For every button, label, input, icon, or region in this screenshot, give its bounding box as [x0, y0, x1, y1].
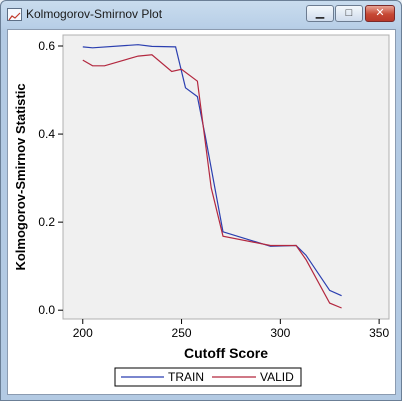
legend-train-label: TRAIN [168, 370, 204, 384]
y-tick-label: 0.2 [38, 215, 55, 229]
plot-background [62, 34, 390, 320]
axis-ticks: 200 250 300 350 0.0 0.2 0.4 0.6 [38, 39, 389, 340]
y-axis-label: Kolmogorov-Smirnov Statistic [13, 83, 28, 270]
close-button[interactable]: ✕ [365, 5, 395, 22]
minimize-button[interactable]: ▁ [306, 5, 334, 22]
y-tick-label: 0.4 [38, 127, 55, 141]
x-tick-label: 200 [73, 326, 93, 340]
x-tick-label: 300 [270, 326, 290, 340]
x-tick-label: 250 [172, 326, 192, 340]
series-line-train [82, 44, 342, 297]
window-title: Kolmogorov-Smirnov Plot [26, 7, 163, 21]
series-lines [82, 44, 342, 309]
x-tick-label: 350 [369, 326, 389, 340]
series-line-valid [82, 54, 342, 309]
legend-valid-label: VALID [260, 370, 294, 384]
chart-area: 200 250 300 350 0.0 0.2 0.4 0.6 Kolmogorov-Smir… [7, 29, 396, 395]
chart-icon [7, 8, 22, 21]
y-tick-label: 0.6 [38, 39, 55, 53]
maximize-button[interactable]: □ [335, 5, 363, 22]
ks-chart: 200 250 300 350 0.0 0.2 0.4 0.6 Kolmogorov-Smir… [13, 34, 390, 387]
legend-box [114, 367, 302, 387]
x-axis-label: Cutoff Score [184, 345, 268, 361]
title-bar[interactable]: Kolmogorov-Smirnov Plot ▁ □ ✕ [1, 1, 401, 29]
y-tick-label: 0.0 [38, 303, 55, 317]
legend: TRAIN VALID [114, 367, 302, 387]
